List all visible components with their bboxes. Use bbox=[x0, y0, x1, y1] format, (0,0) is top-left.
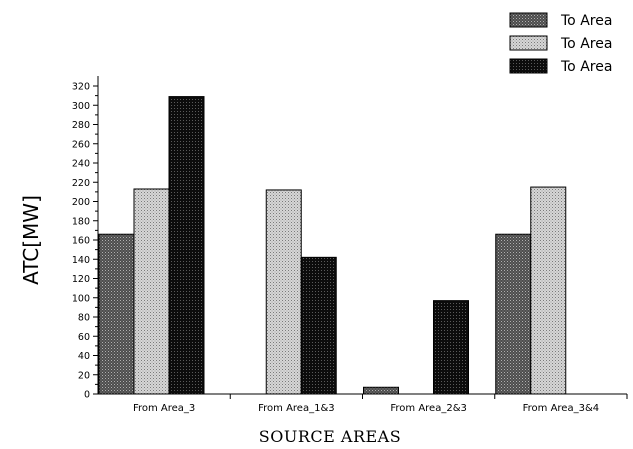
bar-series-3-2 bbox=[433, 300, 469, 395]
bar-series-2-0 bbox=[133, 188, 170, 395]
y-tick-label: 160 bbox=[72, 236, 90, 247]
y-tick-label: 200 bbox=[72, 197, 90, 208]
bar-series-1-0 bbox=[98, 233, 135, 395]
bar-series-1-2 bbox=[363, 386, 399, 395]
legend-label-2: To Area bbox=[560, 36, 612, 52]
y-tick-label: 280 bbox=[72, 120, 90, 131]
bars bbox=[98, 96, 567, 395]
legend-label-1: To Area bbox=[560, 13, 612, 29]
legend-label-3: To Area bbox=[560, 59, 612, 75]
y-tick-label: 300 bbox=[72, 101, 90, 112]
y-tick-label: 260 bbox=[72, 139, 90, 150]
legend-swatch-1 bbox=[509, 12, 548, 28]
y-tick-label: 0 bbox=[84, 390, 90, 401]
legend-swatch-2 bbox=[509, 35, 548, 51]
bar-series-2-3 bbox=[530, 186, 567, 395]
y-tick-label: 220 bbox=[72, 178, 90, 189]
x-tick-label: From Area_3&4 bbox=[523, 403, 600, 414]
bar-series-2-1 bbox=[265, 189, 302, 395]
legend: To Area To Area To Area bbox=[509, 12, 612, 75]
y-tick-label: 80 bbox=[78, 313, 90, 324]
y-tick-label: 60 bbox=[78, 332, 90, 343]
y-tick-label: 120 bbox=[72, 274, 90, 285]
x-tick-label: From Area_2&3 bbox=[390, 403, 467, 414]
legend-swatch-3 bbox=[509, 58, 548, 74]
y-tick-label: 320 bbox=[72, 82, 90, 93]
y-tick-label: 240 bbox=[72, 159, 90, 170]
y-tick-label: 40 bbox=[78, 351, 90, 362]
y-tick-label: 180 bbox=[72, 216, 90, 227]
y-tick-label: 20 bbox=[78, 370, 90, 381]
labels: 0 20 40 60 80 100 120 140 160 180 200 220 240 260 280 3… bbox=[19, 82, 599, 447]
x-tick-label: From Area_3 bbox=[133, 403, 195, 414]
y-axis-title: ATC[MW] bbox=[19, 195, 43, 285]
x-tick-label: From Area_1&3 bbox=[258, 403, 335, 414]
bar-series-1-3 bbox=[495, 233, 532, 395]
x-axis-title: SOURCE AREAS bbox=[259, 427, 401, 446]
bar-series-3-0 bbox=[168, 96, 205, 395]
y-tick-label: 100 bbox=[72, 293, 90, 304]
bar-series-3-1 bbox=[300, 256, 337, 395]
y-tick-label: 140 bbox=[72, 255, 90, 266]
